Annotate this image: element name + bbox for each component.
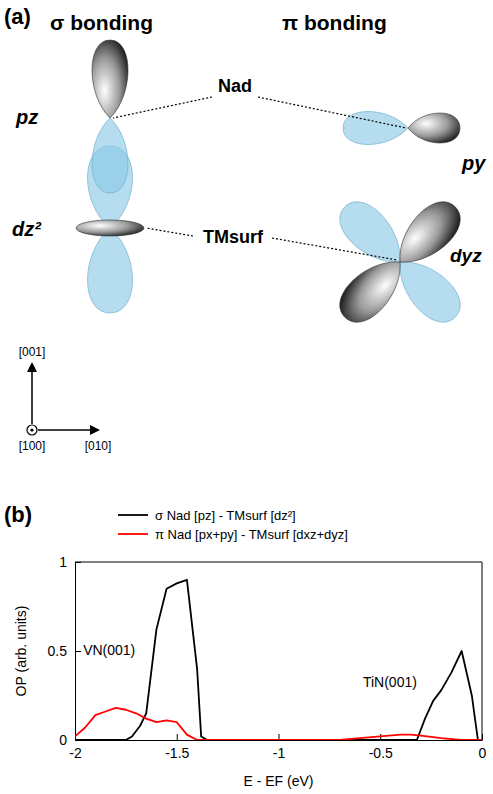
x-tick-label: -2 [69,745,82,761]
y-axis: 00.51 [48,554,81,748]
direction-label: [010] [85,439,112,453]
y-tick-label: 0.5 [48,643,68,659]
x-tick-label: 0 [479,745,487,761]
figure: (a) σ bonding π bonding Nad TMsurf pz dz² py dyz… [0,0,493,794]
plot-frame [75,562,482,563]
orbital-lobe-shaded [331,248,415,332]
direction-label: [001] [19,345,46,359]
arrow-head [27,362,37,372]
legend: σ Nad [pz] - TMsurf [dz²] π Nad [px+py] -… [118,508,348,542]
legend-entry: σ Nad [pz] - TMsurf [dz²] [118,508,296,523]
legend-swatch [118,533,148,535]
y-tick-mark [75,562,81,563]
legend-label: π Nad [px+py] - TMsurf [dxz+dyz] [155,527,348,542]
legend-label: σ Nad [pz] - TMsurf [dz²] [155,508,296,523]
orbital-label: pz [15,106,38,128]
orbital-lobe-shaded [92,40,128,118]
orbital-label: py [461,152,486,174]
x-tick-mark [177,734,178,740]
panel-label: (a) [4,4,31,29]
x-axis-line [76,740,483,741]
annotation: VN(001) [83,642,135,658]
orbital-ring [76,220,144,236]
x-tick: -1.5 [165,734,189,761]
series-line [75,580,482,740]
y-tick-label: 1 [59,554,67,570]
legend-swatch [118,514,148,516]
connector-line [113,97,212,118]
x-tick-label: -1 [273,745,286,761]
atom-label: Nad [218,76,252,96]
atom-label: TMsurf [203,227,264,247]
annotation: TiN(001) [363,674,417,690]
orbital-lobe-blue [92,118,128,193]
arrow-head [90,425,100,435]
orbital-lobe-blue [88,228,133,313]
x-tick: -0.5 [369,734,393,761]
connector-line [258,97,406,128]
plot-lines [75,580,482,740]
direction-dot [30,428,33,431]
orbital-label: dz² [12,218,42,240]
diagram-title: σ bonding [50,11,153,34]
x-tick-mark [482,734,483,740]
x-tick: -1 [273,734,286,761]
y-tick: 0.5 [48,643,81,659]
orbital-lobe-shaded [408,113,460,143]
panel-a: (a) σ bonding π bonding Nad TMsurf pz dz² py dyz… [4,4,486,453]
y-tick-label: 0 [59,732,67,748]
x-tick-label: -0.5 [369,745,393,761]
panel-label: (b) [4,502,32,527]
x-axis-title: E - EF (eV) [243,773,313,789]
x-tick-label: -1.5 [165,745,189,761]
orbital-label: dyz [450,245,482,266]
diagram-title: π bonding [282,11,387,34]
x-tick: 0 [479,734,487,761]
direction-arrow [38,429,94,431]
series-line [75,708,482,740]
legend-entry: π Nad [px+py] - TMsurf [dxz+dyz] [118,527,348,542]
x-axis: -2 -1.5 -1 -0.5 0 [69,734,486,761]
plot-frame [482,562,483,740]
direction-arrow [31,368,33,424]
panel-b: (b)-2-1.5-1-0.5000.51E - EF (eV)OP (arb.… [4,502,487,789]
direction-out-of-plane [27,425,37,435]
connector-line [272,238,397,260]
direction-label: [100] [19,439,46,453]
y-tick-mark [75,651,81,652]
y-tick-mark [75,740,81,741]
y-tick: 1 [59,554,81,570]
connector-line [146,228,193,236]
y-axis-title: OP (arb. units) [13,606,29,697]
